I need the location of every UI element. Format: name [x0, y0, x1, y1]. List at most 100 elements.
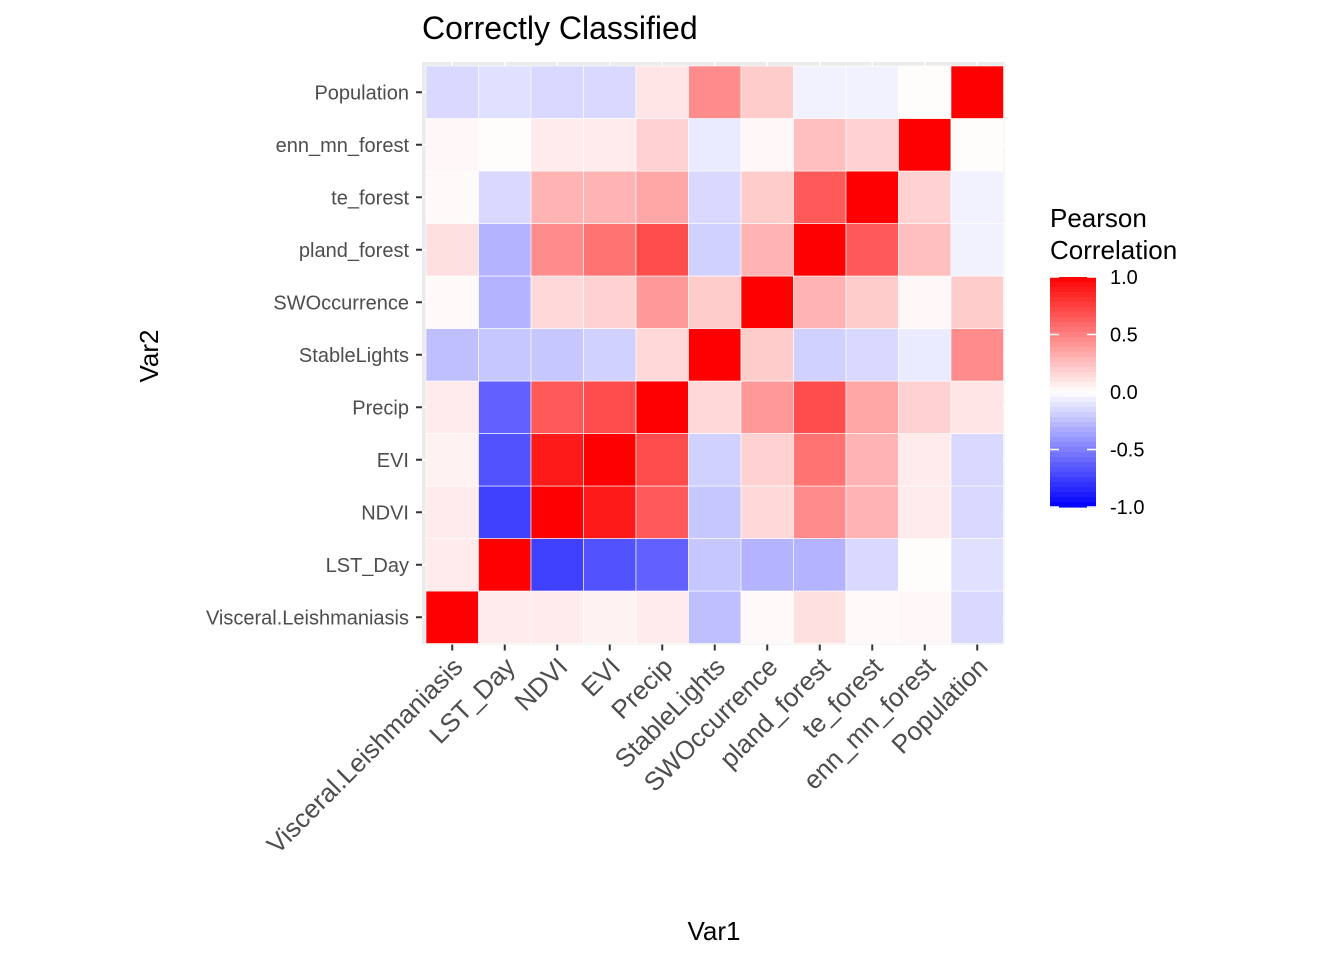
- heatmap-cell: [425, 433, 479, 487]
- heatmap-cell: [478, 433, 532, 487]
- heatmap-cell: [478, 485, 532, 539]
- y-tick-label: StableLights: [299, 345, 409, 367]
- heatmap-cell: [530, 118, 584, 172]
- legend-color-band: [1050, 502, 1096, 508]
- heatmap-cell: [898, 223, 952, 277]
- y-tick-label: EVI: [377, 450, 409, 472]
- heatmap-cell: [530, 433, 584, 487]
- heatmap-cell: [635, 118, 689, 172]
- heatmap-cell: [950, 538, 1004, 592]
- y-axis: Visceral.Leishmaniasis LST_Day NDVI EVI Prec…: [206, 82, 422, 629]
- heatmap-cell: [530, 170, 584, 224]
- heatmap-cell: [530, 65, 584, 119]
- heatmap-cell: [898, 65, 952, 119]
- legend-color-band: [1050, 452, 1096, 458]
- heatmap-cell: [740, 590, 794, 644]
- heatmap-cell: [635, 275, 689, 329]
- heatmap-cell: [530, 590, 584, 644]
- heatmap-cell: [688, 433, 742, 487]
- heatmap-cell: [478, 275, 532, 329]
- heatmap-cell: [898, 590, 952, 644]
- legend-color-band: [1050, 462, 1096, 468]
- heatmap-cell: [898, 380, 952, 434]
- legend-color-band: [1050, 312, 1096, 318]
- x-tick-label: Visceral.Leishmaniasis: [261, 652, 469, 860]
- legend-color-band: [1050, 332, 1096, 338]
- heatmap-cell: [845, 65, 899, 119]
- heatmap-cell: [688, 223, 742, 277]
- heatmap-cell: [635, 328, 689, 382]
- heatmap-cell: [635, 590, 689, 644]
- legend-title-line: Correlation: [1050, 235, 1177, 265]
- y-tick-label: NDVI: [361, 502, 409, 524]
- legend-color-band: [1050, 492, 1096, 498]
- heatmap-cell: [950, 590, 1004, 644]
- legend-tick-label: 1.0: [1110, 267, 1138, 289]
- legend-color-band: [1050, 432, 1096, 438]
- heatmap-cell: [793, 485, 847, 539]
- legend-color-band: [1050, 417, 1096, 423]
- heatmap-cell: [530, 223, 584, 277]
- legend-color-band: [1050, 362, 1096, 368]
- heatmap-cell: [898, 118, 952, 172]
- legend-color-band: [1050, 427, 1096, 433]
- heatmap-cell: [478, 328, 532, 382]
- heatmap-cell: [793, 170, 847, 224]
- heatmap-cell: [845, 170, 899, 224]
- heatmap-cell: [898, 328, 952, 382]
- heatmap-cell: [740, 380, 794, 434]
- y-axis-title: Var2: [134, 330, 164, 383]
- heatmap-cell: [635, 223, 689, 277]
- heatmap-cell: [740, 538, 794, 592]
- heatmap-cell: [583, 223, 637, 277]
- heatmap-cell: [583, 538, 637, 592]
- legend-color-band: [1050, 457, 1096, 463]
- legend-color-band: [1050, 437, 1096, 443]
- legend-color-band: [1050, 277, 1096, 283]
- heatmap-cell: [950, 275, 1004, 329]
- legend-color-band: [1050, 397, 1096, 403]
- heatmap-cell: [845, 380, 899, 434]
- heatmap-cell: [740, 223, 794, 277]
- heatmap-cell: [950, 380, 1004, 434]
- y-tick-label: SWOccurrence: [273, 292, 409, 314]
- plot-panel: [422, 62, 1005, 645]
- heatmap-cell: [950, 65, 1004, 119]
- heatmap-cell: [688, 328, 742, 382]
- legend-color-band: [1050, 442, 1096, 448]
- heatmap-cell: [740, 118, 794, 172]
- heatmap-cell: [793, 538, 847, 592]
- legend-color-band: [1050, 447, 1096, 453]
- legend-color-band: [1050, 382, 1096, 388]
- heatmap-cell: [425, 170, 479, 224]
- heatmap-cell: [583, 433, 637, 487]
- heatmap-cell: [845, 538, 899, 592]
- heatmap-cell: [793, 275, 847, 329]
- heatmap-cell: [688, 118, 742, 172]
- heatmap-cell: [530, 538, 584, 592]
- legend-tick-label: -1.0: [1110, 497, 1144, 519]
- heatmap-cell: [425, 590, 479, 644]
- heatmap-cell: [635, 380, 689, 434]
- legend-color-band: [1050, 282, 1096, 288]
- heatmap-cell: [845, 328, 899, 382]
- legend-color-band: [1050, 482, 1096, 488]
- heatmap-cell: [793, 433, 847, 487]
- heatmap-cell: [898, 170, 952, 224]
- legend-color-band: [1050, 352, 1096, 358]
- y-tick-label: enn_mn_forest: [276, 135, 410, 157]
- heatmap-cell: [530, 380, 584, 434]
- heatmap-cell: [793, 223, 847, 277]
- legend-title-line: Pearson: [1050, 203, 1147, 233]
- legend-color-band: [1050, 472, 1096, 478]
- heatmap-cell: [583, 170, 637, 224]
- heatmap-cell: [478, 118, 532, 172]
- legend-color-band: [1050, 487, 1096, 493]
- heatmap-cell: [845, 118, 899, 172]
- heatmap-cell: [740, 485, 794, 539]
- legend-color-band: [1050, 407, 1096, 413]
- heatmap-cell: [688, 380, 742, 434]
- legend-color-band: [1050, 367, 1096, 373]
- heatmap-cell: [425, 485, 479, 539]
